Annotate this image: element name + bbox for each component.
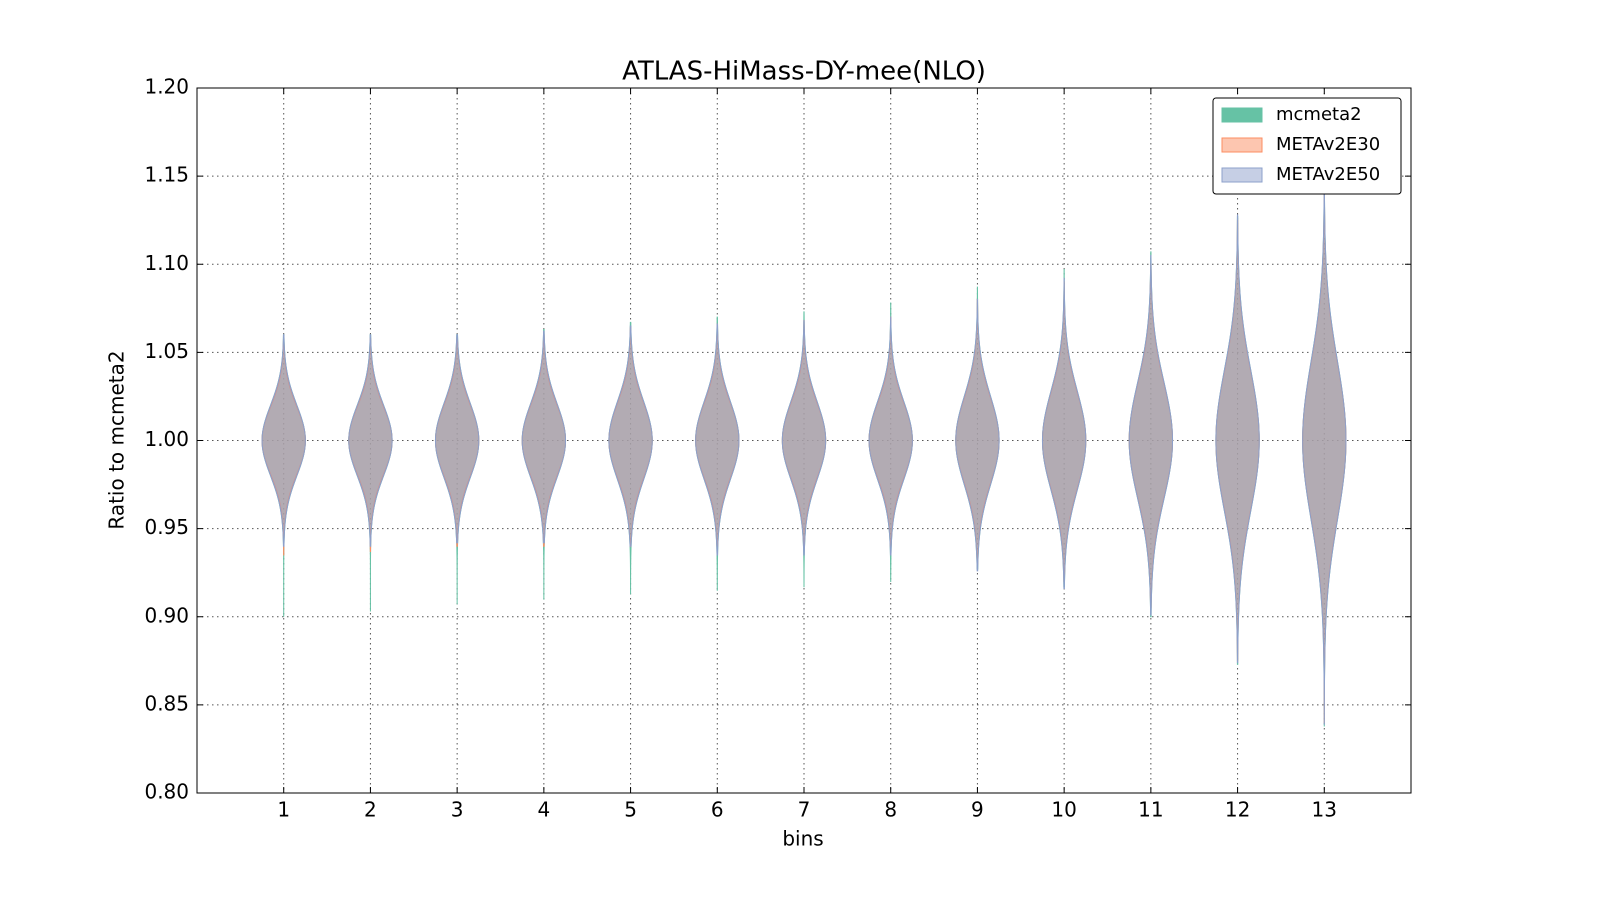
- y-tick-label: 1.15: [144, 163, 189, 187]
- y-axis-label: Ratio to mcmeta2: [105, 350, 129, 529]
- legend-label: mcmeta2: [1276, 104, 1362, 125]
- violin: [261, 334, 306, 547]
- legend-swatch: [1221, 107, 1263, 123]
- x-tick-label: 11: [1138, 798, 1163, 822]
- chart-title: ATLAS-HiMass-DY-mee(NLO): [622, 57, 986, 87]
- y-tick-label: 0.90: [144, 603, 189, 627]
- x-tick-label: 5: [624, 798, 637, 822]
- legend-swatch: [1221, 137, 1263, 153]
- violin: [1302, 179, 1347, 725]
- y-tick-label: 0.95: [144, 515, 189, 539]
- x-tick-label: 12: [1225, 798, 1250, 822]
- x-tick-label: 13: [1312, 798, 1337, 822]
- x-tick-label: 7: [798, 798, 811, 822]
- violin: [1128, 254, 1174, 616]
- violin: [1215, 214, 1260, 664]
- y-tick-label: 1.00: [144, 427, 189, 451]
- x-tick-label: 10: [1051, 798, 1076, 822]
- violin: [695, 323, 740, 556]
- violin: [868, 316, 913, 556]
- x-tick-label: 2: [364, 798, 377, 822]
- legend-label: METAv2E30: [1276, 134, 1380, 155]
- violin: [521, 330, 567, 544]
- x-axis-label: bins: [782, 827, 823, 851]
- violin: [1041, 277, 1087, 590]
- y-tick-label: 1.20: [144, 75, 189, 99]
- legend-label: METAv2E50: [1276, 164, 1380, 185]
- x-tick-label: 3: [451, 798, 464, 822]
- y-tick-label: 1.10: [144, 251, 189, 275]
- y-tick-label: 0.85: [144, 691, 189, 715]
- violin: [608, 325, 653, 547]
- violin: [434, 334, 480, 544]
- legend-swatch: [1221, 167, 1263, 183]
- violin: [781, 320, 827, 556]
- x-tick-label: 9: [971, 798, 984, 822]
- y-tick-label: 0.80: [144, 780, 189, 804]
- x-tick-label: 1: [277, 798, 290, 822]
- x-tick-label: 8: [884, 798, 897, 822]
- violin: [955, 299, 1000, 572]
- x-tick-label: 6: [711, 798, 724, 822]
- x-tick-label: 4: [537, 798, 550, 822]
- plot-frame: [196, 87, 1412, 794]
- violin: [348, 334, 393, 547]
- y-tick-label: 1.05: [144, 339, 189, 363]
